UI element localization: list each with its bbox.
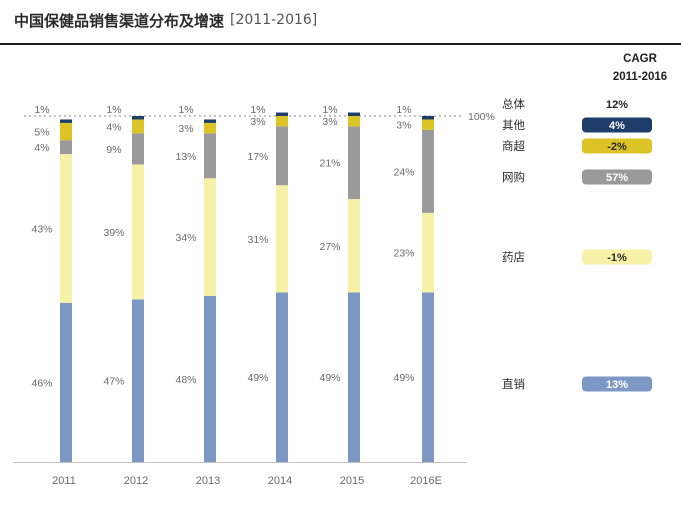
data-label-2011-其他: 1%: [34, 104, 49, 116]
bar-2015-直销: [348, 292, 360, 462]
bar-2015-药店: [348, 199, 360, 293]
chart-period: [2011-2016]: [230, 12, 318, 28]
cagr-badge-网购: [582, 169, 652, 185]
data-label-2013-其他: 1%: [178, 104, 193, 116]
chart-title: 中国保健品销售渠道分布及增速: [14, 11, 225, 30]
bar-2013-网购: [204, 133, 216, 179]
data-label-2016E-药店: 23%: [393, 248, 414, 260]
bar-2016E-其他: [422, 116, 434, 120]
data-label-2013-直销: 48%: [175, 374, 196, 386]
bar-2016E-直销: [422, 292, 434, 462]
data-label-2011-网购: 4%: [34, 142, 49, 154]
data-label-2014-药店: 31%: [247, 234, 268, 246]
cagr-value-其他: 4%: [609, 120, 625, 132]
cagr-value-药店: -1%: [607, 252, 627, 264]
chart-header: 中国保健品销售渠道分布及增速 [2011-2016]: [14, 8, 317, 32]
bar-2014-药店: [276, 185, 288, 293]
bar-2016E-药店: [422, 212, 434, 293]
bar-2015-网购: [348, 126, 360, 200]
bar-2012-直销: [132, 299, 144, 462]
bar-2012-其他: [132, 116, 144, 120]
cagr-header-line2: 2011-2016: [613, 71, 667, 83]
x-tick-2015: 2015: [340, 475, 364, 487]
bar-2014-其他: [276, 112, 288, 116]
data-label-2016E-网购: 24%: [393, 166, 414, 178]
legend-label-总体: 总体: [502, 97, 525, 111]
header-divider: [0, 43, 681, 45]
legend-label-直销: 直销: [502, 377, 525, 391]
data-label-2013-药店: 34%: [175, 232, 196, 244]
cagr-badge-直销: [582, 376, 652, 392]
bar-2013-商超: [204, 122, 216, 134]
data-label-2015-商超: 3%: [322, 116, 337, 128]
total-percent-label: 100%: [468, 111, 495, 123]
cagr-badge-药店: [582, 249, 652, 265]
cagr-value-直销: 13%: [606, 379, 628, 391]
bar-2013-药店: [204, 178, 216, 296]
data-label-2012-网购: 9%: [106, 144, 121, 156]
bar-2011-药店: [60, 154, 72, 303]
data-label-2016E-商超: 3%: [396, 120, 411, 132]
bar-2016E-商超: [422, 119, 434, 130]
bar-2011-其他: [60, 119, 72, 123]
cagr-badge-其他: [582, 117, 652, 133]
cagr-value-网购: 57%: [606, 172, 628, 184]
x-tick-2016E: 2016E: [410, 475, 442, 487]
data-label-2013-网购: 13%: [175, 151, 196, 163]
legend-label-其他: 其他: [502, 118, 525, 132]
bar-2016E-网购: [422, 129, 434, 213]
bar-2014-直销: [276, 292, 288, 462]
bar-2012-药店: [132, 164, 144, 300]
data-label-2012-商超: 4%: [106, 121, 121, 133]
cagr-value-总体: 12%: [606, 99, 628, 111]
bar-2013-直销: [204, 295, 216, 462]
bar-2011-商超: [60, 122, 72, 141]
data-label-2014-商超: 3%: [250, 116, 265, 128]
data-label-2011-药店: 43%: [31, 223, 52, 235]
data-label-2012-其他: 1%: [106, 104, 121, 116]
bar-2014-商超: [276, 116, 288, 127]
bar-2011-直销: [60, 302, 72, 462]
data-label-2015-网购: 21%: [319, 158, 340, 170]
data-label-2014-直销: 49%: [247, 372, 268, 384]
data-label-2011-商超: 5%: [34, 127, 49, 139]
cagr-header-line1: CAGR: [623, 53, 658, 65]
x-tick-2013: 2013: [196, 475, 220, 487]
data-label-2014-其他: 1%: [250, 104, 265, 116]
bar-2012-商超: [132, 119, 144, 134]
data-label-2016E-其他: 1%: [396, 104, 411, 116]
data-label-2015-直销: 49%: [319, 372, 340, 384]
legend-label-网购: 网购: [502, 170, 525, 184]
data-label-2015-其他: 1%: [322, 104, 337, 116]
data-label-2011-直销: 46%: [31, 377, 52, 389]
bar-2011-网购: [60, 140, 72, 155]
data-label-2014-网购: 17%: [247, 151, 268, 163]
x-tick-2014: 2014: [268, 475, 292, 487]
bar-2013-其他: [204, 119, 216, 123]
x-tick-2012: 2012: [124, 475, 148, 487]
bar-2014-网购: [276, 126, 288, 186]
cagr-badge-商超: [582, 138, 652, 154]
legend-label-药店: 药店: [502, 250, 525, 264]
legend-label-商超: 商超: [502, 139, 525, 153]
bar-2015-商超: [348, 116, 360, 127]
data-label-2016E-直销: 49%: [393, 372, 414, 384]
cagr-value-商超: -2%: [607, 141, 627, 153]
data-label-2012-药店: 39%: [103, 227, 124, 239]
data-label-2012-直销: 47%: [103, 376, 124, 388]
data-label-2015-药店: 27%: [319, 241, 340, 253]
bar-2015-其他: [348, 112, 360, 116]
data-label-2013-商超: 3%: [178, 123, 193, 135]
x-tick-2011: 2011: [52, 475, 76, 487]
bar-2012-网购: [132, 133, 144, 165]
